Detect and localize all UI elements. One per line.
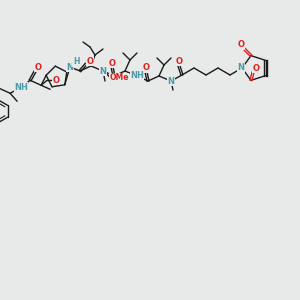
Text: O: O — [52, 76, 60, 85]
Text: O: O — [34, 63, 42, 72]
Text: O: O — [86, 56, 94, 65]
Text: N: N — [167, 76, 175, 85]
Text: NH: NH — [14, 83, 28, 92]
Text: O: O — [238, 40, 244, 49]
Text: O: O — [109, 58, 116, 68]
Text: N: N — [238, 64, 244, 73]
Text: O: O — [142, 64, 149, 73]
Text: O: O — [253, 64, 260, 73]
Text: O: O — [176, 56, 182, 65]
Text: OMe: OMe — [109, 74, 129, 82]
Text: H: H — [73, 58, 79, 67]
Text: NH: NH — [130, 71, 144, 80]
Text: N: N — [67, 62, 73, 71]
Text: N: N — [100, 67, 106, 76]
